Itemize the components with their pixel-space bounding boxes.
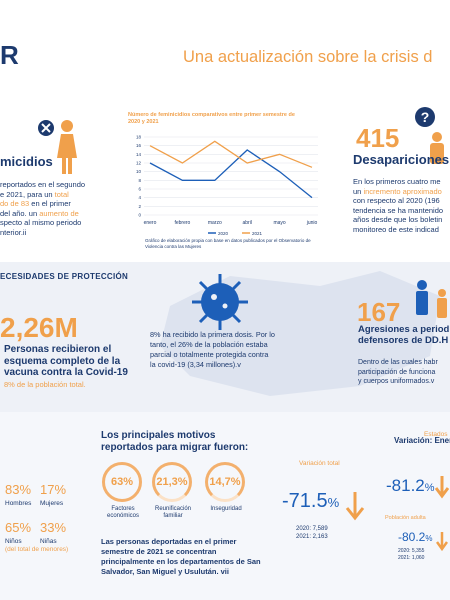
x-tick-label: junio: [306, 220, 318, 226]
y-tick-label: 16: [136, 143, 142, 148]
people-icon: [412, 279, 450, 328]
y-tick-label: 4: [138, 195, 141, 200]
adult-down-arrow-icon: [435, 532, 449, 557]
y-tick-label: 18: [136, 135, 142, 140]
y-tick-label: 2: [138, 204, 141, 209]
vaccination-detail: 8% ha recibido la primera dosis. Por lo …: [150, 330, 275, 369]
femicide-heading: micidios: [0, 154, 53, 169]
men-label: Hombres: [5, 500, 32, 507]
girls-percent: 33%: [40, 520, 67, 535]
migration-band: [0, 412, 450, 600]
chart-footnote: Gráfico de elaboración propia con base e…: [145, 238, 311, 249]
minors-note: (del total de menores): [5, 546, 69, 553]
femicide-icon: [36, 118, 86, 180]
disappearances-number: 415: [356, 123, 400, 153]
legend-label-2021: 2021: [252, 231, 263, 236]
y-tick-label: 10: [136, 169, 142, 174]
motive-family-label: Reunificación familiar: [154, 506, 192, 519]
total-variation-value: -71.5%: [282, 490, 340, 512]
y-tick-label: 12: [136, 161, 142, 166]
boys-percent: 65%: [5, 520, 32, 535]
series-line-2020: [149, 149, 313, 199]
states-label: Estados: [424, 431, 448, 438]
motive-economic-donut: 63%: [102, 462, 142, 502]
total-2020: 2020: 7,589: [296, 526, 328, 532]
women-label: Mujeres: [40, 500, 64, 507]
x-tick-label: enero: [144, 220, 157, 226]
y-tick-label: 6: [138, 187, 141, 192]
girls-label: Niñas: [40, 538, 57, 545]
adult-label: Población adulta: [385, 515, 426, 521]
aggressions-heading: Agresiones a period defensores de DD.H: [358, 324, 450, 346]
question-icon: ?: [414, 106, 436, 133]
variation-header: Variación: Enero: [394, 436, 450, 445]
deportees-text: Las personas deportadas en el primer sem…: [101, 537, 261, 576]
motive-economic-label: Factores económicos: [106, 506, 139, 519]
svg-text:?: ?: [421, 109, 430, 125]
vaccinated-percent: 8% de la población total.: [4, 380, 86, 389]
section-title: ECESIDADES DE PROTECCIÓN: [0, 272, 129, 281]
y-tick-label: 0: [138, 213, 141, 218]
men-percent: 83%: [5, 482, 32, 497]
adult-value: -80.2%: [398, 530, 433, 544]
motive-insecurity-label: Inseguridad: [210, 506, 242, 512]
femicide-text: reportados en el segundo e 2021, para un…: [0, 180, 86, 237]
down-arrow-icon: [345, 492, 365, 527]
adult-2021: 2021: 1,060: [398, 555, 425, 561]
total-2021: 2021: 2,163: [296, 534, 328, 540]
logo: R: [0, 40, 19, 70]
person-icon-orange: [424, 132, 450, 169]
vaccinated-number: 2,26M: [0, 312, 78, 343]
x-tick-label: mayo: [273, 220, 285, 226]
motive-family-donut: 21,3%: [152, 462, 192, 502]
women-percent: 17%: [40, 482, 67, 497]
aggressions-text: Dentro de las cuales habr participación …: [358, 359, 438, 385]
y-tick-label: 8: [138, 178, 141, 183]
x-tick-label: marzo: [208, 220, 222, 226]
series-line-2021: [149, 140, 313, 168]
disappearances-text: En los primeros cuatro me un incremento …: [353, 177, 444, 234]
motives-title: Los principales motivos reportados para …: [101, 430, 249, 453]
y-tick-label: 14: [136, 152, 142, 157]
aggressions-number: 167: [357, 297, 401, 327]
x-tick-label: febrero: [174, 220, 190, 226]
x-tick-label: abril: [242, 220, 251, 226]
disappearances-heading: Desapariciones: [353, 152, 450, 167]
virus-icon: [190, 272, 250, 337]
vaccinated-text: Personas recibieron el esquema completo …: [4, 344, 128, 378]
motive-insecurity-donut: 14,7%: [205, 462, 245, 502]
chart-title: Número de feminicidios comparativos entr…: [128, 112, 295, 125]
legend-label-2020: 2020: [218, 231, 229, 236]
states-value: -81.2%: [386, 476, 435, 495]
total-variation-label: Variación total: [299, 460, 340, 467]
boys-label: Niños: [5, 538, 22, 545]
adult-2020: 2020: 5,355: [398, 548, 425, 554]
page-title: Una actualización sobre la crisis d: [183, 48, 433, 66]
states-down-arrow-icon: [434, 476, 450, 505]
